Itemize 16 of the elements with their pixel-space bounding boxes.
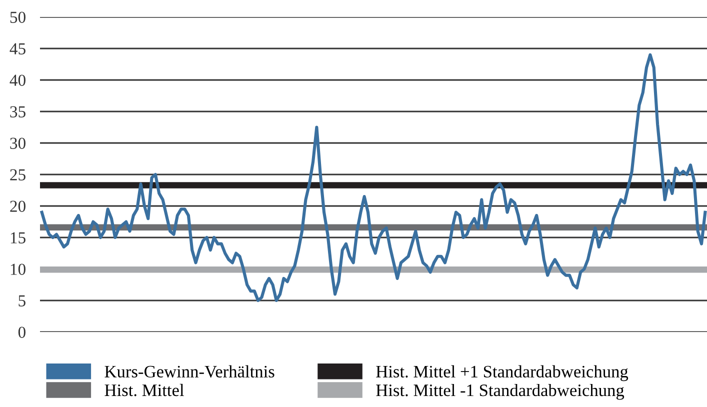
legend-label: Hist. Mittel +1 Standardabweichung — [376, 365, 628, 382]
y-tick-label: 10 — [10, 264, 26, 275]
y-tick-label: 30 — [10, 138, 26, 149]
y-tick-label: 35 — [10, 106, 26, 118]
y-tick-label: 40 — [10, 74, 26, 86]
legend-label: Kurs-Gewinn-Verhältnis — [104, 365, 274, 378]
y-tick-label: 15 — [10, 232, 26, 244]
y-tick-label: 20 — [10, 200, 26, 212]
legend-label: Hist. Mittel -1 Standardabweichung — [376, 384, 624, 400]
y-tick-label: 0 — [18, 326, 26, 338]
y-tick-label: 45 — [10, 43, 26, 54]
y-tick-label: 5 — [18, 295, 26, 306]
line-series — [40, 53, 707, 302]
y-tick-label: 25 — [10, 169, 26, 180]
y-tick-label: 50 — [10, 12, 26, 23]
legend-label: Hist. Mittel — [104, 384, 184, 396]
